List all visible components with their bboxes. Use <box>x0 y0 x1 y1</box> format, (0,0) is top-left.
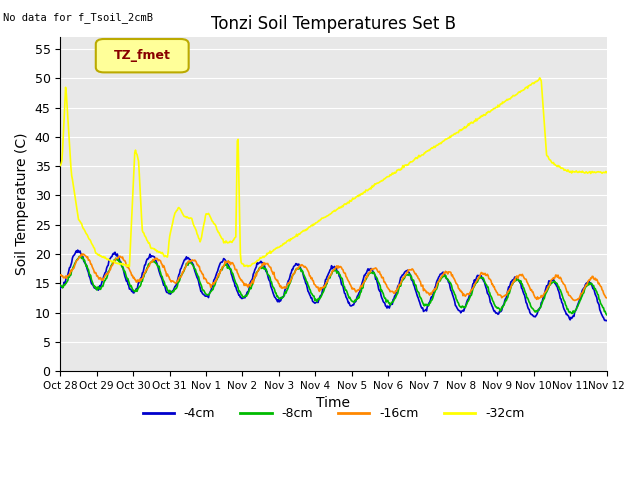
Title: Tonzi Soil Temperatures Set B: Tonzi Soil Temperatures Set B <box>211 15 456 33</box>
X-axis label: Time: Time <box>316 396 351 410</box>
Text: No data for f_Tsoil_2cmB: No data for f_Tsoil_2cmB <box>3 12 153 23</box>
Y-axis label: Soil Temperature (C): Soil Temperature (C) <box>15 133 29 276</box>
FancyBboxPatch shape <box>96 39 189 72</box>
Legend: -4cm, -8cm, -16cm, -32cm: -4cm, -8cm, -16cm, -32cm <box>138 402 529 425</box>
Text: TZ_fmet: TZ_fmet <box>114 49 171 62</box>
